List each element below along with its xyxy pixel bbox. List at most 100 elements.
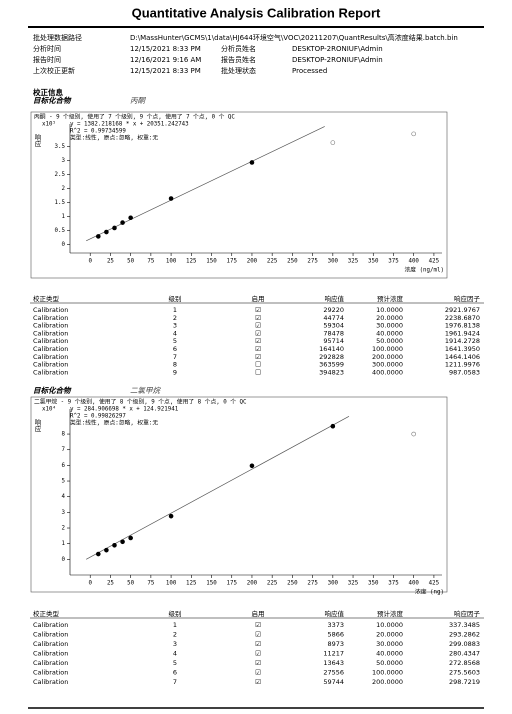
enabled-checkbox: ☑ bbox=[255, 306, 261, 314]
x-tick-label: 175 bbox=[226, 581, 237, 587]
table-cell: 8973 bbox=[327, 640, 344, 648]
x-tick-label: 0 bbox=[88, 581, 92, 587]
x-tick-label: 125 bbox=[186, 581, 197, 587]
table-cell: 272.8568 bbox=[449, 659, 480, 667]
x-tick-label: 200 bbox=[247, 581, 258, 587]
table-cell: 275.5603 bbox=[449, 669, 480, 677]
table-cell: Calibration bbox=[33, 669, 68, 677]
table-cell: 10.0000 bbox=[376, 306, 403, 314]
table-cell: Calibration bbox=[33, 621, 68, 629]
enabled-checkbox: ☑ bbox=[255, 329, 261, 337]
table-cell: 400.0000 bbox=[372, 368, 403, 376]
table-cell: 1464.1406 bbox=[445, 353, 480, 361]
compound-label: 目标化合物 bbox=[33, 96, 72, 105]
chart-frame bbox=[30, 396, 448, 593]
column-header: 响应值 bbox=[325, 294, 345, 303]
calibration-point bbox=[330, 423, 336, 429]
y-axis-label: 响应 bbox=[33, 133, 41, 149]
x-tick-label: 100 bbox=[166, 259, 177, 265]
y-tick-label: 6 bbox=[62, 463, 66, 469]
calibration-point bbox=[128, 215, 133, 221]
table-cell: 5866 bbox=[327, 631, 344, 639]
table-cell: 2 bbox=[173, 631, 177, 639]
section-title: 校正信息 bbox=[33, 87, 63, 97]
calibration-point bbox=[249, 160, 255, 165]
x-tick-label: 250 bbox=[287, 259, 298, 265]
info-value: 12/15/2021 8:33 PM bbox=[130, 45, 201, 53]
table-cell: Calibration bbox=[33, 361, 68, 369]
enabled-checkbox: ☐ bbox=[255, 361, 261, 369]
enabled-checkbox: ☑ bbox=[255, 353, 261, 361]
info-value: D:\MassHunter\GCMS\1\data\HJ644环境空气\VOC\… bbox=[130, 33, 458, 42]
table-cell: 50.0000 bbox=[376, 659, 403, 667]
table-cell: 59304 bbox=[323, 322, 344, 330]
x-tick-label: 400 bbox=[408, 581, 419, 587]
column-header: 响应因子 bbox=[454, 609, 481, 618]
enabled-checkbox: ☑ bbox=[255, 621, 261, 629]
x-tick-label: 250 bbox=[287, 581, 298, 587]
info-label: 分析时间 bbox=[33, 44, 61, 53]
table-cell: 7 bbox=[173, 353, 177, 361]
x-axis-label: 浓度 (ng/ml) bbox=[404, 266, 444, 274]
r-squared: R^2 = 0.99734599 bbox=[70, 129, 126, 135]
excluded-point bbox=[411, 431, 416, 437]
equation: y = 1382.218168 * x + 20351.242743 bbox=[70, 122, 189, 128]
table-cell: Calibration bbox=[33, 314, 68, 322]
table-cell: 2 bbox=[173, 314, 177, 322]
y-tick-label: 1 bbox=[62, 541, 66, 547]
table-cell: Calibration bbox=[33, 631, 68, 639]
x-tick-label: 150 bbox=[206, 581, 217, 587]
y-tick-label: 0 bbox=[62, 242, 66, 248]
y-tick-label: 1 bbox=[62, 214, 66, 220]
table-cell: 5 bbox=[173, 337, 177, 345]
calibration-point bbox=[249, 463, 255, 469]
chart-summary: 二氯甲烷 - 9 个级别, 使用了 8 个级别, 9 个点, 使用了 8 个点,… bbox=[34, 398, 247, 406]
table-cell: Calibration bbox=[33, 659, 68, 667]
y-tick-label: 3 bbox=[62, 158, 66, 164]
table-cell: Calibration bbox=[33, 650, 68, 658]
compound-name: 二氯甲烷 bbox=[130, 386, 161, 395]
table-cell: 100.0000 bbox=[372, 345, 403, 353]
table-cell: 164140 bbox=[319, 345, 344, 353]
info-value: 12/15/2021 8:33 PM bbox=[130, 67, 201, 75]
calibration-point bbox=[112, 225, 117, 231]
y-tick-label: 8 bbox=[62, 432, 66, 438]
calibration-point bbox=[168, 513, 174, 519]
table-cell: Calibration bbox=[33, 368, 68, 376]
x-tick-label: 350 bbox=[368, 259, 379, 265]
info-label: 报告时间 bbox=[33, 55, 61, 64]
table-cell: 6 bbox=[173, 669, 177, 677]
table-cell: 13643 bbox=[323, 659, 344, 667]
table-cell: Calibration bbox=[33, 353, 68, 361]
y-tick-label: 3 bbox=[62, 510, 66, 516]
enabled-checkbox: ☐ bbox=[255, 368, 261, 376]
y-multiplier: x10⁴ bbox=[42, 406, 56, 413]
y-tick-label: 0 bbox=[62, 557, 66, 563]
table-cell: 30.0000 bbox=[376, 322, 403, 330]
calibration-point bbox=[96, 551, 101, 557]
x-tick-label: 0 bbox=[88, 259, 92, 265]
table-cell: 29220 bbox=[323, 306, 344, 314]
x-tick-label: 25 bbox=[107, 259, 114, 265]
compound-name: 丙酮 bbox=[130, 96, 146, 105]
y-multiplier: x10⁵ bbox=[42, 121, 56, 128]
table-cell: Calibration bbox=[33, 306, 68, 314]
table-cell: 200.0000 bbox=[372, 353, 403, 361]
equation: y = 284.906698 * x + 124.921941 bbox=[70, 407, 179, 413]
table-cell: 200.0000 bbox=[372, 678, 403, 686]
y-tick-label: 5 bbox=[62, 479, 66, 485]
x-tick-label: 425 bbox=[429, 581, 440, 587]
x-tick-label: 50 bbox=[127, 581, 134, 587]
x-tick-label: 300 bbox=[328, 259, 339, 265]
x-tick-label: 275 bbox=[307, 581, 318, 587]
x-tick-label: 150 bbox=[206, 259, 217, 265]
table-cell: 30.0000 bbox=[376, 640, 403, 648]
enabled-checkbox: ☑ bbox=[255, 322, 261, 330]
y-tick-label: 2.5 bbox=[55, 172, 66, 178]
table-cell: 9 bbox=[173, 368, 177, 376]
table-cell: Calibration bbox=[33, 345, 68, 353]
enabled-checkbox: ☑ bbox=[255, 678, 261, 686]
column-header: 预计浓度 bbox=[377, 294, 404, 303]
info-label: 报告员姓名 bbox=[221, 55, 256, 64]
